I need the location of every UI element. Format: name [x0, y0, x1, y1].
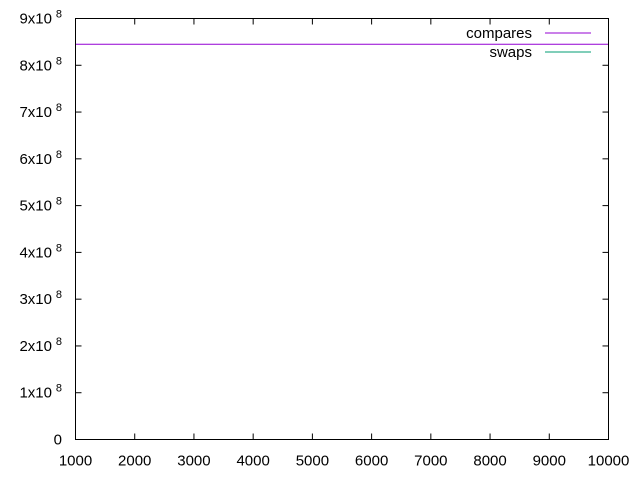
x-tick-label: 6000: [355, 453, 388, 470]
y-tick-exponent: 8: [56, 289, 62, 301]
y-tick-label: 9x10: [19, 11, 52, 28]
x-tick-label: 5000: [296, 453, 329, 470]
y-tick-label: 3x10: [19, 291, 52, 308]
x-tick-labels: 1000 2000 3000 4000 5000 6000 7000 8000 9000 1000…: [59, 453, 630, 470]
y-tick-exponent: 8: [56, 55, 62, 67]
x-tick-label: 10000: [588, 453, 630, 470]
axis-ticks: [75, 18, 609, 440]
y-tick-label: 8x10: [19, 57, 52, 74]
x-tick-label: 3000: [177, 453, 210, 470]
x-tick-label: 4000: [236, 453, 269, 470]
y-tick-labels: 0 8 1x10 8 2x10 8 3x10 8 4x10 8 5x10 8 6x10 8 7x10 8 8x1…: [19, 9, 62, 449]
x-tick-label: 9000: [533, 453, 566, 470]
y-tick-label: 4x10: [19, 244, 52, 261]
y-tick-exponent: 8: [56, 242, 62, 254]
legend-label-compares: compares: [466, 25, 532, 42]
x-tick-label: 1000: [59, 453, 92, 470]
y-tick-label: 6x10: [19, 151, 52, 168]
legend: compares swaps: [466, 25, 591, 61]
y-tick-label: 5x10: [19, 198, 52, 215]
y-tick-exponent: 8: [56, 336, 62, 348]
plot-frame: [75, 18, 609, 440]
y-tick-label: 1x10: [19, 385, 52, 402]
y-tick-label: 0: [54, 432, 62, 449]
y-tick-exponent: 8: [56, 149, 62, 161]
y-tick-exponent: 8: [56, 196, 62, 208]
x-tick-label: 7000: [414, 453, 447, 470]
y-tick-label: 7x10: [19, 104, 52, 121]
y-tick-exponent: 8: [56, 383, 62, 395]
x-tick-label: 8000: [473, 453, 506, 470]
x-tick-label: 2000: [118, 453, 151, 470]
legend-label-swaps: swaps: [489, 44, 532, 61]
y-tick-exponent: 8: [56, 102, 62, 114]
y-tick-exponent: 8: [56, 9, 62, 21]
y-tick-label: 2x10: [19, 338, 52, 355]
